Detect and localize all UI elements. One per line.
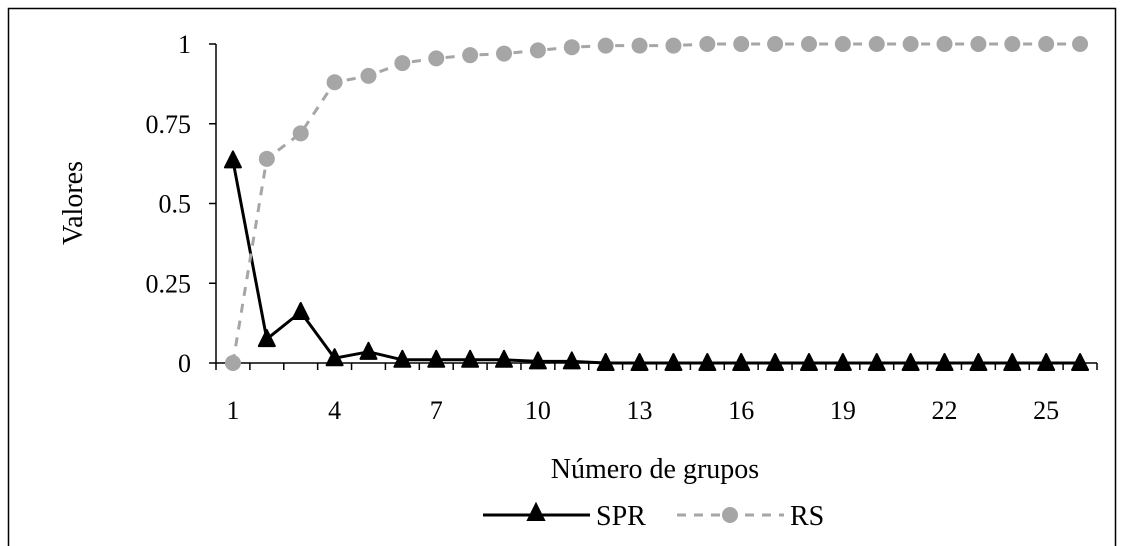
legend: SPR RS	[483, 501, 824, 532]
x-tick-label: 1	[226, 396, 239, 425]
y-tick-label: 0	[178, 349, 191, 378]
x-tick-label: 19	[830, 396, 856, 425]
x-tick-label: 16	[728, 396, 754, 425]
series-spr-point	[427, 349, 446, 368]
series-rs-point	[360, 67, 377, 84]
series-spr-point	[359, 341, 378, 360]
series-spr-point	[1037, 353, 1056, 371]
series-rs-point	[868, 36, 885, 52]
series-spr-point	[799, 353, 818, 371]
series-spr-point	[461, 349, 480, 368]
series-spr-point	[833, 353, 852, 371]
x-tick-label: 7	[430, 396, 443, 425]
series-spr-point	[562, 351, 581, 370]
series-rs-point	[394, 55, 411, 72]
series-rs-point	[800, 36, 817, 52]
x-tick-label: 4	[328, 396, 341, 425]
series-rs-point	[699, 36, 716, 52]
series-rs-point	[563, 39, 580, 56]
series-spr-point	[664, 353, 683, 371]
series-rs-point	[834, 36, 851, 52]
series-spr-line	[231, 160, 1081, 365]
series-spr-point	[766, 353, 785, 371]
x-tick-label: 10	[525, 396, 551, 425]
legend-spr-label: SPR	[596, 501, 646, 532]
series-spr-point	[867, 353, 886, 371]
series-spr-point	[257, 329, 276, 348]
series-spr-point	[732, 353, 751, 371]
plot-area: 0 0.25 0.5 0.75 1 1 4 7 10 13 16 19 22 25	[146, 30, 1098, 425]
series-rs-point	[1038, 36, 1055, 52]
series-rs-point	[936, 36, 953, 52]
y-axis-label: Valores	[58, 161, 89, 245]
legend-rs-label: RS	[790, 501, 824, 532]
y-tick-label: 1	[178, 30, 191, 59]
series-spr-point	[223, 150, 242, 169]
series-rs-point	[1004, 36, 1021, 52]
series-spr-point	[698, 353, 717, 371]
y-tick-label: 0.25	[146, 269, 192, 298]
series-rs-point	[970, 36, 987, 52]
legend-spr-marker	[526, 501, 546, 521]
series-spr-point	[393, 349, 412, 368]
series-rs-point	[462, 47, 479, 64]
series-spr-point	[596, 353, 615, 371]
series-spr-point	[291, 301, 310, 320]
x-axis-label: Número de grupos	[551, 454, 759, 485]
series-rs-point	[597, 37, 614, 54]
series-spr-point	[325, 348, 344, 367]
x-tick-label: 25	[1033, 396, 1059, 425]
x-tick-label: 13	[627, 396, 653, 425]
series-spr-point	[1003, 353, 1022, 371]
series-spr-point	[1071, 353, 1090, 371]
series-rs-point	[258, 150, 275, 167]
y-tick-label: 0.5	[159, 190, 192, 219]
series-spr-point	[901, 353, 920, 371]
series-rs-point	[529, 42, 546, 59]
legend-rs-marker	[722, 507, 738, 523]
series-spr-point	[969, 353, 988, 371]
chart-border	[7, 7, 1117, 546]
series-rs-point	[733, 36, 750, 52]
series-rs-point	[902, 36, 919, 52]
x-tick-label: 22	[932, 396, 958, 425]
series-rs-line	[231, 42, 1081, 364]
y-tick-label: 0.75	[146, 110, 192, 139]
series-spr-point	[630, 353, 649, 371]
series-rs-point	[1072, 36, 1089, 52]
series-rs-point	[292, 125, 309, 142]
series-rs-point	[224, 355, 241, 371]
series-rs-point	[767, 36, 784, 52]
series-rs-point	[631, 37, 648, 54]
series-spr-point	[935, 353, 954, 371]
series-rs-point	[326, 74, 343, 91]
series-rs-point	[496, 45, 513, 62]
series-rs-point	[428, 50, 445, 67]
series-rs-point	[665, 37, 682, 54]
series-spr-point	[495, 349, 514, 368]
series-spr-point	[528, 351, 547, 370]
